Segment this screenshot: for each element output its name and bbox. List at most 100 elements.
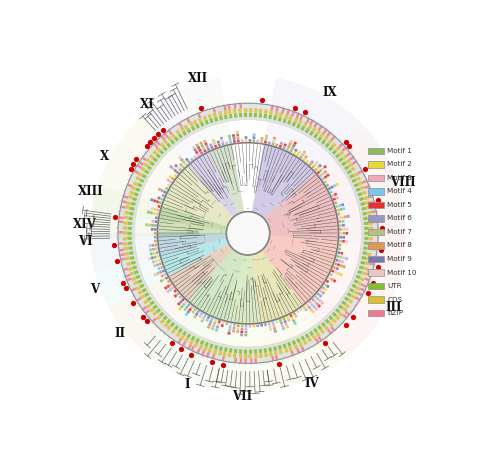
Wedge shape <box>341 300 346 305</box>
Wedge shape <box>322 286 325 290</box>
Wedge shape <box>244 331 248 334</box>
Wedge shape <box>188 308 192 311</box>
Wedge shape <box>344 297 350 301</box>
Wedge shape <box>130 256 134 260</box>
Wedge shape <box>252 139 255 142</box>
Wedge shape <box>328 315 334 321</box>
Wedge shape <box>324 135 328 141</box>
Wedge shape <box>309 308 313 311</box>
Wedge shape <box>249 350 252 354</box>
Wedge shape <box>208 144 244 214</box>
Wedge shape <box>187 160 190 164</box>
Wedge shape <box>158 259 160 262</box>
Wedge shape <box>327 329 332 334</box>
Wedge shape <box>356 286 360 291</box>
Wedge shape <box>321 140 326 145</box>
Wedge shape <box>330 273 333 276</box>
Wedge shape <box>278 349 283 354</box>
Wedge shape <box>345 159 350 164</box>
Wedge shape <box>316 166 320 170</box>
Wedge shape <box>233 140 236 143</box>
Wedge shape <box>268 347 272 352</box>
Wedge shape <box>362 256 366 260</box>
Wedge shape <box>272 324 276 327</box>
Wedge shape <box>318 164 322 168</box>
Wedge shape <box>237 324 240 327</box>
Wedge shape <box>160 197 164 201</box>
Wedge shape <box>364 232 368 235</box>
Wedge shape <box>269 352 273 357</box>
Wedge shape <box>324 319 330 324</box>
Wedge shape <box>328 322 334 327</box>
Wedge shape <box>368 247 372 250</box>
Wedge shape <box>167 183 170 187</box>
Wedge shape <box>123 237 128 241</box>
Wedge shape <box>260 324 263 327</box>
Wedge shape <box>349 288 354 293</box>
Wedge shape <box>156 251 158 254</box>
Wedge shape <box>234 358 237 362</box>
Wedge shape <box>208 322 212 326</box>
Wedge shape <box>336 205 338 208</box>
Wedge shape <box>317 136 322 142</box>
Wedge shape <box>352 284 356 288</box>
Wedge shape <box>128 232 132 235</box>
Wedge shape <box>318 304 321 308</box>
Wedge shape <box>237 140 240 142</box>
Wedge shape <box>338 304 344 310</box>
Wedge shape <box>328 276 331 280</box>
Wedge shape <box>162 315 168 321</box>
Wedge shape <box>352 178 356 183</box>
Wedge shape <box>265 135 268 138</box>
Wedge shape <box>138 172 142 177</box>
Wedge shape <box>362 251 367 255</box>
Wedge shape <box>264 138 268 141</box>
Wedge shape <box>284 143 287 146</box>
Wedge shape <box>171 328 176 334</box>
Wedge shape <box>314 168 318 171</box>
Wedge shape <box>174 169 178 172</box>
Wedge shape <box>236 327 240 330</box>
Wedge shape <box>339 273 343 277</box>
Wedge shape <box>229 140 232 144</box>
Wedge shape <box>240 330 244 333</box>
Wedge shape <box>292 340 296 345</box>
Wedge shape <box>339 240 342 243</box>
Wedge shape <box>312 305 316 309</box>
Wedge shape <box>90 233 248 272</box>
Wedge shape <box>157 196 160 200</box>
Wedge shape <box>170 322 175 327</box>
Wedge shape <box>332 312 337 317</box>
Wedge shape <box>196 146 200 150</box>
FancyBboxPatch shape <box>368 148 384 154</box>
Wedge shape <box>133 182 138 186</box>
Wedge shape <box>368 216 372 220</box>
Wedge shape <box>364 196 368 200</box>
Wedge shape <box>342 307 347 312</box>
Wedge shape <box>305 128 310 134</box>
Wedge shape <box>162 166 234 227</box>
Wedge shape <box>346 232 348 235</box>
Wedge shape <box>332 266 336 269</box>
Wedge shape <box>158 201 162 204</box>
Wedge shape <box>206 318 209 322</box>
Wedge shape <box>362 284 366 288</box>
Wedge shape <box>196 310 200 314</box>
Text: II: II <box>114 327 125 340</box>
Wedge shape <box>178 168 182 171</box>
Wedge shape <box>176 332 180 337</box>
Wedge shape <box>338 157 344 162</box>
Wedge shape <box>338 251 340 254</box>
Wedge shape <box>208 348 212 353</box>
Wedge shape <box>228 326 232 329</box>
Wedge shape <box>146 165 152 170</box>
Wedge shape <box>210 118 214 123</box>
Wedge shape <box>220 140 224 143</box>
Wedge shape <box>320 301 324 305</box>
Wedge shape <box>179 163 183 167</box>
Wedge shape <box>363 246 368 250</box>
Wedge shape <box>326 183 330 187</box>
Wedge shape <box>252 136 256 139</box>
Wedge shape <box>166 319 172 324</box>
Wedge shape <box>168 288 172 292</box>
